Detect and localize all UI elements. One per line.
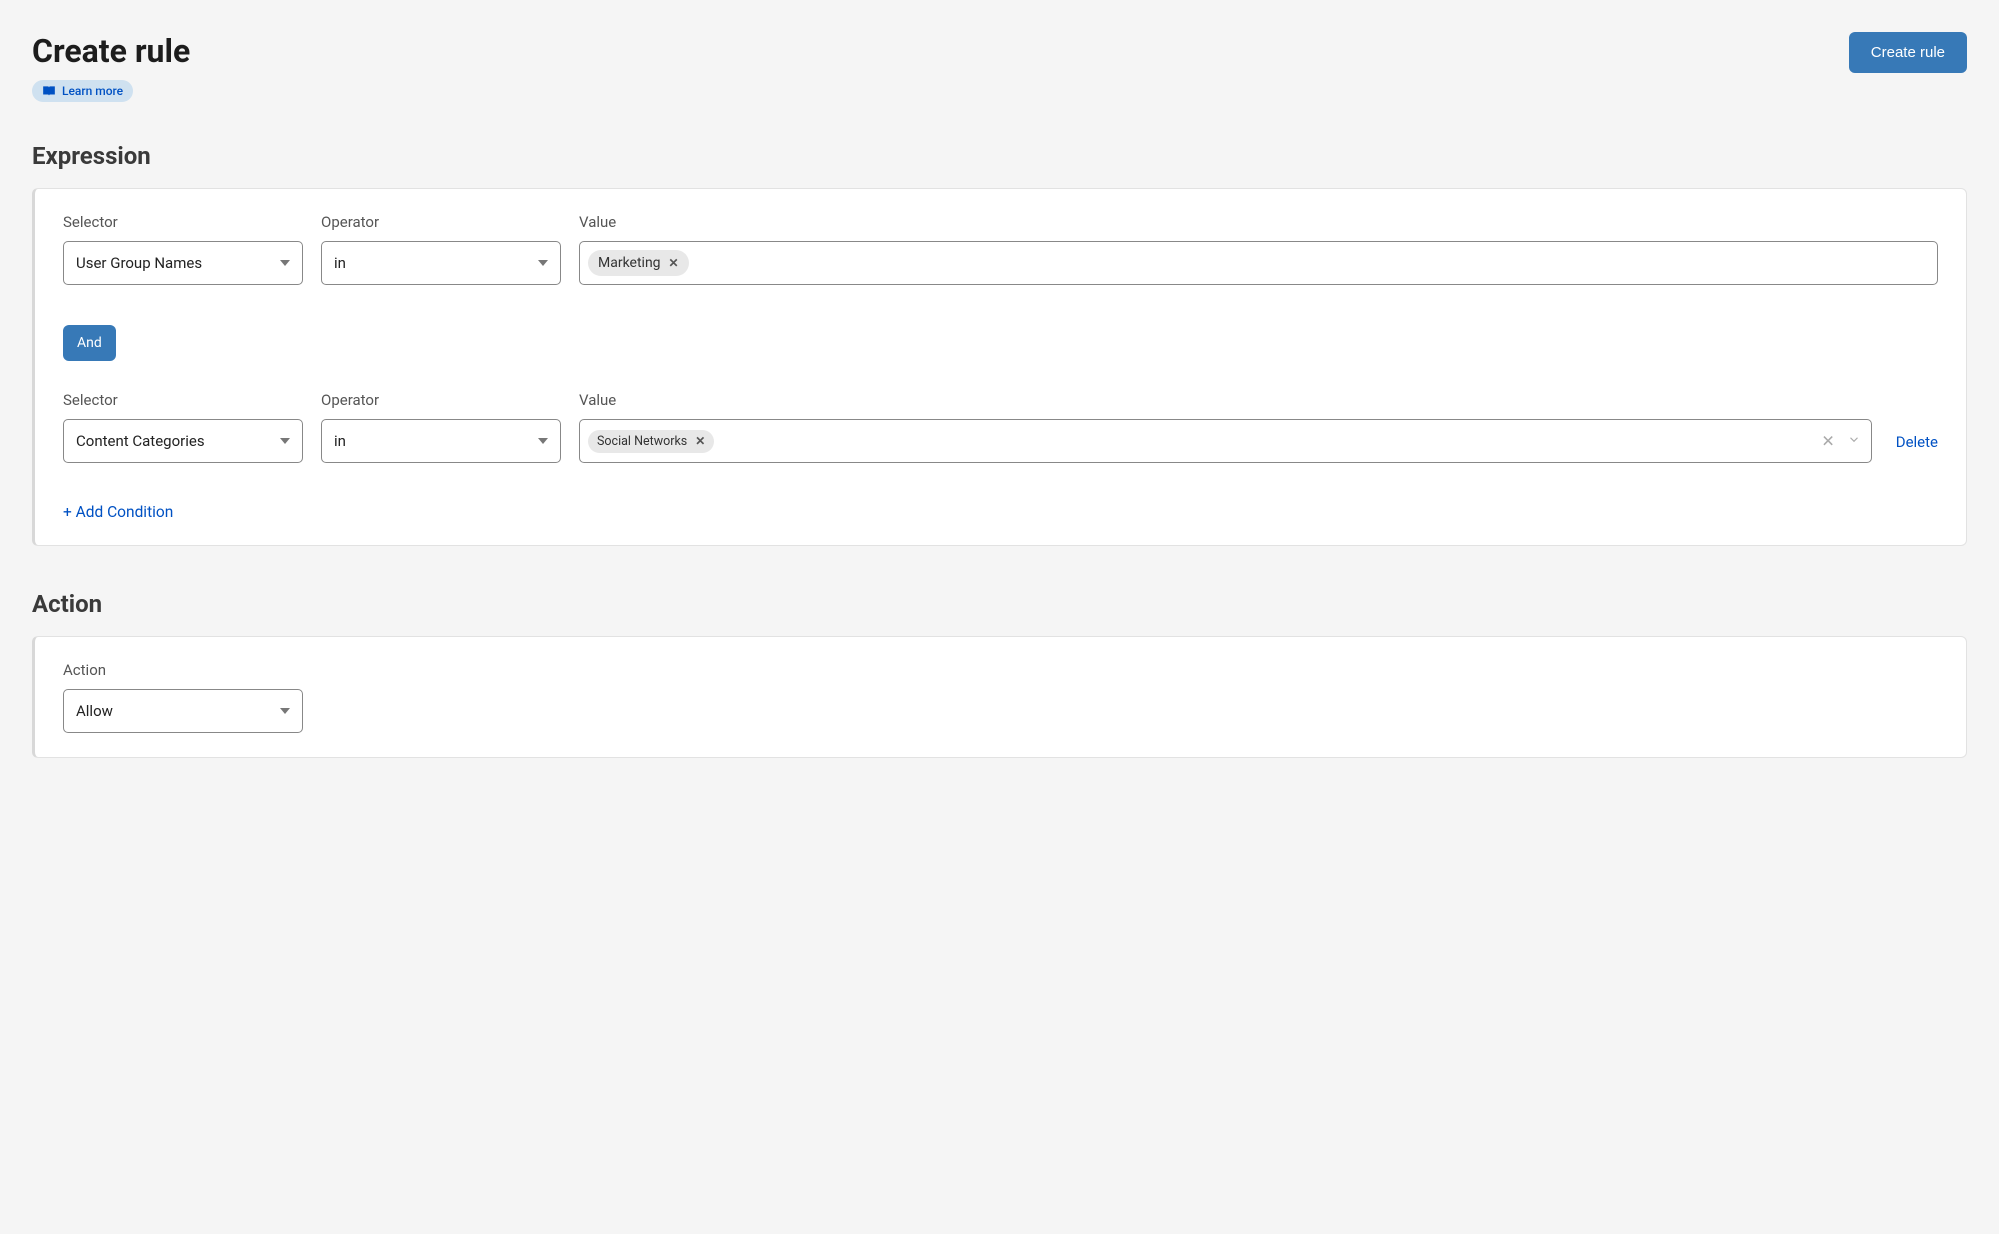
- chevron-down-icon: [280, 438, 290, 444]
- page-title: Create rule: [32, 32, 190, 70]
- expression-panel: Selector User Group Names Operator in Va…: [32, 188, 1967, 546]
- chevron-down-icon: [538, 438, 548, 444]
- operator-field: Operator in: [321, 213, 561, 285]
- selector-select[interactable]: Content Categories: [63, 419, 303, 463]
- selector-select[interactable]: User Group Names: [63, 241, 303, 285]
- page-header: Create rule Learn more Create rule: [32, 32, 1967, 102]
- value-input[interactable]: Social Networks ✕ ✕: [579, 419, 1872, 463]
- expression-section-title: Expression: [32, 142, 1967, 170]
- tag-remove-icon[interactable]: ✕: [669, 256, 679, 270]
- selector-label: Selector: [63, 391, 303, 409]
- condition-row: Selector Content Categories Operator in …: [63, 391, 1938, 463]
- value-label: Value: [579, 213, 1938, 231]
- action-value: Allow: [76, 702, 113, 720]
- tag-label: Social Networks: [597, 434, 687, 449]
- selector-value: Content Categories: [76, 432, 205, 450]
- learn-more-link[interactable]: Learn more: [32, 80, 133, 102]
- value-tag: Marketing ✕: [588, 250, 689, 276]
- action-field: Action Allow: [63, 661, 303, 733]
- value-tag: Social Networks ✕: [588, 430, 714, 453]
- operator-label: Operator: [321, 213, 561, 231]
- operator-value: in: [334, 432, 346, 450]
- create-rule-button[interactable]: Create rule: [1849, 32, 1967, 73]
- conjunction-button[interactable]: And: [63, 325, 116, 361]
- value-field: Value Marketing ✕: [579, 213, 1938, 285]
- selector-field: Selector Content Categories: [63, 391, 303, 463]
- learn-more-label: Learn more: [62, 84, 123, 98]
- chevron-down-icon[interactable]: [1847, 432, 1861, 451]
- chevron-down-icon: [280, 260, 290, 266]
- tag-label: Marketing: [598, 255, 661, 271]
- operator-field: Operator in: [321, 391, 561, 463]
- condition-row: Selector User Group Names Operator in Va…: [63, 213, 1938, 285]
- value-field: Value Social Networks ✕ ✕: [579, 391, 1872, 463]
- action-select[interactable]: Allow: [63, 689, 303, 733]
- selector-field: Selector User Group Names: [63, 213, 303, 285]
- delete-condition-link[interactable]: Delete: [1896, 433, 1938, 463]
- operator-label: Operator: [321, 391, 561, 409]
- operator-value: in: [334, 254, 346, 272]
- add-condition-link[interactable]: + Add Condition: [63, 503, 173, 521]
- action-section-title: Action: [32, 590, 1967, 618]
- selector-value: User Group Names: [76, 254, 202, 272]
- clear-icon[interactable]: ✕: [1821, 432, 1834, 451]
- value-label: Value: [579, 391, 1872, 409]
- selector-label: Selector: [63, 213, 303, 231]
- chevron-down-icon: [280, 708, 290, 714]
- operator-select[interactable]: in: [321, 419, 561, 463]
- action-label: Action: [63, 661, 303, 679]
- action-panel: Action Allow: [32, 636, 1967, 758]
- value-input[interactable]: Marketing ✕: [579, 241, 1938, 285]
- title-group: Create rule Learn more: [32, 32, 190, 102]
- tag-remove-icon[interactable]: ✕: [695, 434, 705, 448]
- chevron-down-icon: [538, 260, 548, 266]
- book-icon: [42, 85, 56, 97]
- operator-select[interactable]: in: [321, 241, 561, 285]
